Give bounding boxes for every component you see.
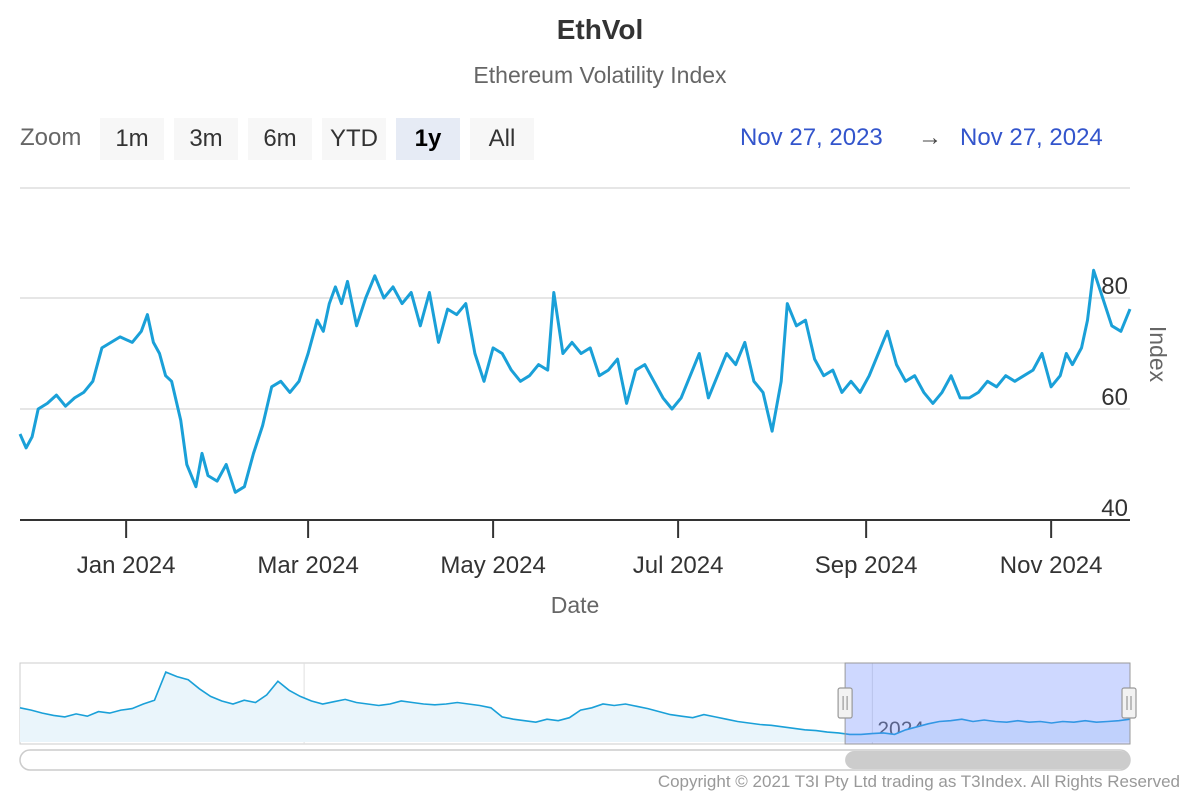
navigator-selection[interactable] (844, 662, 1131, 745)
x-tick-label: Jul 2024 (633, 552, 724, 579)
series-line-ethvol (18, 268, 1132, 494)
scrollbar-thumb[interactable] (845, 751, 1130, 769)
x-tick-label: Sep 2024 (815, 552, 918, 579)
range-arrow: → (918, 124, 942, 151)
navigator-area (20, 672, 1130, 742)
zoom-1m-button[interactable]: 1m (100, 118, 164, 160)
navigator-left-handle[interactable] (837, 687, 853, 719)
x-tick-label: Nov 2024 (1000, 552, 1103, 579)
x-tick-label: Mar 2024 (257, 552, 358, 579)
zoom-ytd-button[interactable]: YTD (322, 118, 386, 160)
grid-lines (20, 297, 1130, 410)
range-to-input[interactable]: Nov 27, 2024 (960, 124, 1103, 151)
zoom-3m-button[interactable]: 3m (174, 118, 238, 160)
range-from-input[interactable]: Nov 27, 2023 (740, 124, 883, 151)
zoom-label: Zoom (20, 124, 82, 151)
x-tick-label: Jan 2024 (77, 552, 176, 579)
zoom-6m-button[interactable]: 6m (248, 118, 312, 160)
x-axis-title: Date (551, 592, 600, 618)
y-axis-ticks: 40 60 80 (1101, 273, 1128, 522)
chart-subtitle: Ethereum Volatility Index (473, 62, 727, 88)
x-tick-label: May 2024 (440, 552, 545, 579)
y-tick-label: 80 (1101, 273, 1128, 300)
zoom-1y-button[interactable]: 1y (396, 118, 460, 160)
x-axis-ticks: Jan 2024 Mar 2024 May 2024 Jul 2024 Sep 2024… (77, 520, 1103, 579)
navigator: 20222024 (19, 662, 1137, 745)
y-tick-label: 40 (1101, 495, 1128, 522)
handle-grip[interactable] (837, 687, 853, 719)
y-axis-title: Index (1145, 326, 1171, 383)
y-tick-label: 60 (1101, 384, 1128, 411)
zoom-all-button[interactable]: All (470, 118, 534, 160)
navigator-right-handle[interactable] (1121, 687, 1137, 719)
navigator-line (19, 671, 1131, 736)
handle-grip[interactable] (1121, 687, 1137, 719)
copyright-notice: Copyright © 2021 T3I Pty Ltd trading as … (657, 772, 1180, 791)
chart-title: EthVol (556, 14, 644, 45)
